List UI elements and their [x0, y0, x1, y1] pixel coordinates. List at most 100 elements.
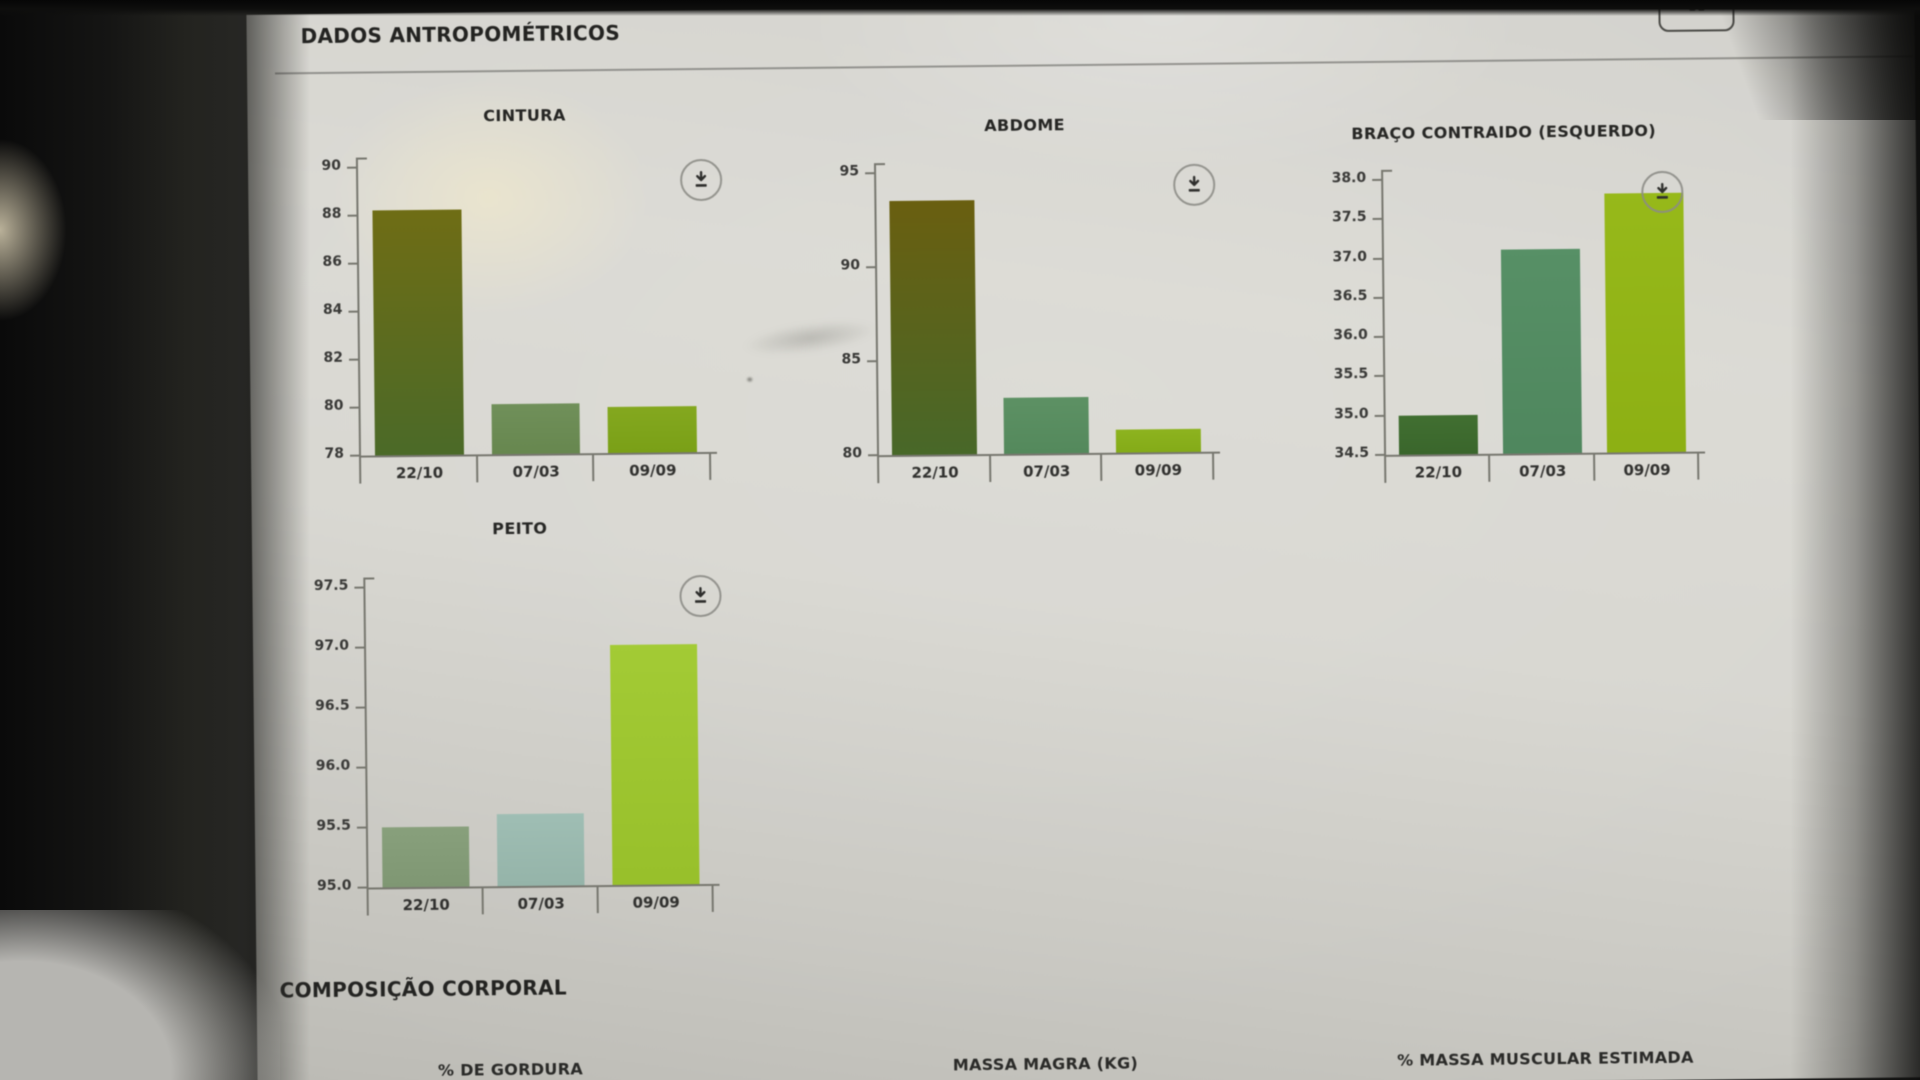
- pending-chart-title-massa-muscular: % MASSA MUSCULAR ESTIMADA: [1396, 1047, 1694, 1070]
- bar: [1115, 429, 1201, 453]
- y-tick-mark: [346, 166, 357, 169]
- x-tick-label: 22/10: [395, 463, 444, 483]
- y-tick-label: 36.5: [1332, 287, 1368, 305]
- y-tick-label: 82: [323, 349, 344, 366]
- download-icon: [1651, 181, 1673, 203]
- x-tick-label: 07/03: [1519, 461, 1567, 481]
- y-tick-mark: [350, 454, 360, 457]
- x-tick-label: 07/03: [517, 894, 565, 913]
- y-tick-mark: [347, 214, 357, 217]
- y-tick-mark: [356, 766, 366, 769]
- y-tick-mark: [1373, 296, 1383, 299]
- y-tick-label: 35.0: [1334, 405, 1369, 423]
- x-tick-label: 22/10: [911, 463, 959, 482]
- y-axis-top-cap: [875, 163, 886, 166]
- section-title-body-composition: COMPOSIÇÃO CORPORAL: [279, 975, 568, 1003]
- y-tick-label: 36.0: [1333, 327, 1368, 344]
- dashboard-page: DADOS ANTROPOMÉTRICOS CINTURA 90 88 86 84 82 8…: [246, 0, 1920, 1080]
- page-title: DADOS ANTROPOMÉTRICOS: [300, 20, 621, 49]
- bar: [1003, 396, 1089, 454]
- chart-title: PEITO: [492, 518, 548, 539]
- bar: [609, 644, 700, 885]
- y-axis-line: [873, 163, 880, 456]
- y-tick-mark: [1375, 453, 1385, 456]
- y-tick-mark: [868, 454, 878, 457]
- y-tick-mark: [348, 358, 359, 361]
- download-button[interactable]: [679, 574, 722, 618]
- y-axis-line: [363, 577, 369, 888]
- apps-button[interactable]: [1658, 0, 1735, 32]
- chart-title: BRAÇO CONTRAIDO (ESQUERDO): [1351, 121, 1657, 144]
- y-tick-mark: [355, 646, 365, 649]
- y-tick-label: 97.5: [313, 577, 349, 595]
- x-tick-label: 07/03: [512, 462, 560, 482]
- y-tick-mark: [1372, 218, 1382, 221]
- y-tick-mark: [356, 826, 366, 829]
- bar: [607, 406, 697, 453]
- chart-peito: PEITO 97.5 97.0 96.5 96.0 95.5 95.0 22/10 07/03 0…: [280, 509, 734, 944]
- y-tick-label: 37.0: [1332, 248, 1368, 265]
- y-tick-label: 88: [321, 205, 342, 222]
- y-tick-label: 96.5: [315, 697, 350, 715]
- bar: [889, 200, 978, 456]
- bar: [372, 209, 464, 456]
- chart-title: ABDOME: [984, 115, 1066, 136]
- y-tick-label: 90: [840, 257, 861, 274]
- y-tick-mark: [354, 586, 364, 589]
- x-tick-label: 09/09: [1134, 460, 1183, 480]
- light-reflection: [0, 120, 110, 360]
- y-axis-line: [355, 157, 362, 456]
- x-tick-label: 09/09: [1623, 460, 1671, 480]
- y-tick-label: 80: [842, 445, 863, 462]
- chart-braco-contraido: BRAÇO CONTRAIDO (ESQUERDO) 38.0 37.5 37.0 36…: [1297, 108, 1761, 513]
- bar: [496, 813, 585, 887]
- desk-reflection: [0, 910, 280, 1080]
- y-tick-mark: [1374, 414, 1384, 417]
- download-button[interactable]: [679, 158, 723, 202]
- download-icon: [690, 169, 712, 191]
- y-tick-mark: [348, 310, 358, 313]
- bar: [1500, 248, 1583, 454]
- section-divider: [274, 55, 1913, 75]
- chart-title: CINTURA: [483, 105, 566, 126]
- x-tick-label: 07/03: [1022, 462, 1071, 481]
- y-tick-label: 78: [324, 445, 345, 462]
- y-tick-label: 80: [323, 397, 344, 414]
- y-tick-mark: [866, 266, 876, 269]
- y-tick-mark: [865, 172, 875, 175]
- bar: [1398, 414, 1478, 455]
- y-tick-label: 37.5: [1331, 209, 1367, 226]
- y-tick-label: 90: [321, 157, 342, 174]
- y-tick-label: 95.5: [316, 817, 351, 835]
- bar: [1604, 192, 1687, 453]
- y-axis-line: [1381, 169, 1387, 455]
- y-tick-mark: [1373, 336, 1383, 339]
- y-tick-mark: [355, 706, 365, 709]
- download-button[interactable]: [1173, 163, 1216, 207]
- bar: [491, 402, 581, 455]
- chart-cintura: CINTURA 90 88 86 84 82 80 78 22/10 07/03 09/09: [272, 94, 726, 499]
- y-tick-label: 34.5: [1334, 445, 1370, 462]
- y-tick-mark: [1372, 178, 1382, 181]
- download-icon: [1183, 174, 1205, 196]
- y-tick-mark: [1374, 375, 1384, 378]
- y-tick-label: 95.0: [316, 877, 352, 895]
- y-tick-mark: [347, 262, 358, 265]
- y-tick-mark: [867, 360, 877, 363]
- download-button[interactable]: [1641, 170, 1684, 214]
- y-tick-label: 95: [839, 163, 860, 180]
- y-tick-label: 84: [322, 301, 343, 318]
- x-tick-label: 09/09: [632, 893, 680, 912]
- y-tick-mark: [349, 406, 359, 409]
- y-tick-label: 85: [841, 351, 862, 368]
- y-tick-label: 96.0: [315, 757, 351, 775]
- x-tick-label: 22/10: [1414, 463, 1463, 482]
- y-tick-label: 38.0: [1331, 170, 1367, 187]
- y-axis-top-cap: [357, 157, 367, 160]
- y-axis-top-cap: [1383, 169, 1393, 172]
- chart-abdome: ABDOME 95 90 85 80 22/10 07/03 09/09: [790, 103, 1244, 508]
- x-tick-label: 09/09: [629, 461, 677, 480]
- bar: [381, 826, 470, 888]
- pending-chart-title-gordura: % DE GORDURA: [437, 1059, 584, 1080]
